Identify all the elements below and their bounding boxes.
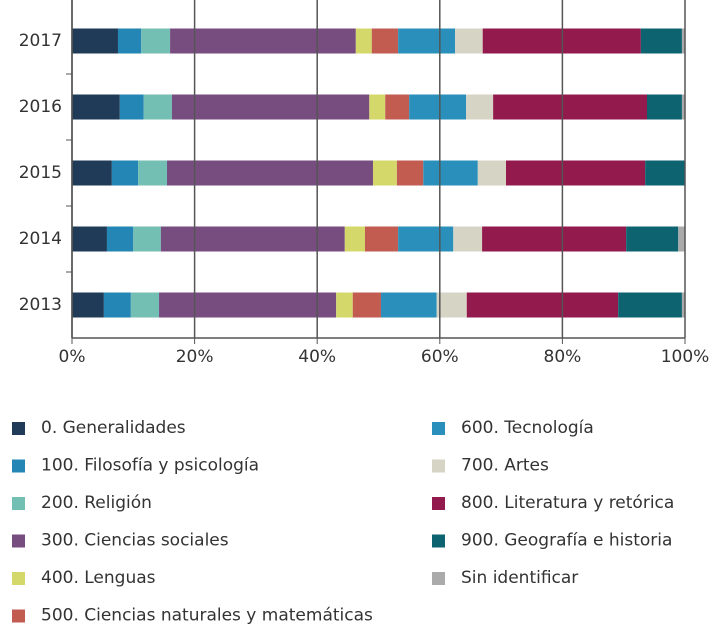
bar-segment [482, 226, 627, 252]
legend-label: Sin identificar [461, 568, 578, 588]
bar-segment [409, 94, 467, 120]
bar-segment [171, 94, 370, 120]
legend-swatch [432, 497, 445, 510]
y-tick-label: 2017 [19, 31, 62, 51]
legend-swatch [12, 422, 25, 435]
bar-segment [117, 28, 142, 54]
bar-segment [133, 226, 161, 252]
legend-swatch [12, 534, 25, 548]
bar-segment [159, 292, 337, 318]
bar-segment [477, 160, 507, 186]
y-tick-label: 2014 [19, 229, 62, 249]
legend-swatch [432, 534, 445, 548]
legend-label: 400. Lenguas [41, 568, 156, 588]
bar-segment [160, 226, 345, 252]
bar-segment [72, 28, 118, 54]
bar-segment [138, 160, 168, 186]
legend-swatch [12, 497, 25, 510]
bar-segment [398, 28, 456, 54]
legend-label: 700. Artes [461, 456, 549, 476]
bar-segment [681, 292, 685, 318]
legend-label: 100. Filosofía y psicología [41, 456, 259, 476]
legend-swatch [12, 459, 25, 473]
legend-swatch [12, 572, 25, 585]
bar-segment [396, 160, 424, 186]
x-tick-label: 0% [59, 347, 86, 367]
bar-segment [678, 226, 685, 252]
bar-segment [170, 28, 356, 54]
bar-segment [436, 292, 467, 318]
x-tick-label: 40% [298, 347, 336, 367]
bar-segment [103, 292, 131, 318]
bar-segment [106, 226, 134, 252]
bar-segment [618, 292, 682, 318]
legend-swatch [12, 609, 25, 623]
y-tick-label: 2015 [19, 163, 62, 183]
bar-segment [453, 226, 483, 252]
bar-segment [372, 160, 397, 186]
x-tick-label: 60% [421, 347, 459, 367]
bar-segment [355, 28, 372, 54]
x-tick-label: 100% [661, 347, 710, 367]
bar-segment [72, 94, 120, 120]
bar-segment [72, 226, 107, 252]
legend-swatch [432, 422, 445, 435]
bar-segment [352, 292, 381, 318]
x-tick-label: 20% [176, 347, 214, 367]
bar-segment [72, 292, 104, 318]
legend-label: 200. Religión [41, 493, 152, 513]
bar-segment [130, 292, 160, 318]
y-tick-label: 2016 [19, 97, 62, 117]
legend-label: 0. Generalidades [41, 418, 186, 438]
bar-segment [141, 28, 171, 54]
legend-swatch [432, 459, 445, 473]
bar-segment [506, 160, 646, 186]
bar-segment [111, 160, 139, 186]
bar-segment [466, 292, 619, 318]
bar-segment [681, 94, 685, 120]
legend-label: 300. Ciencias sociales [41, 531, 229, 551]
bar-segment [369, 94, 386, 120]
bar-segment [371, 28, 399, 54]
legend-label: 900. Geografía e historia [461, 531, 672, 551]
legend-label: 500. Ciencias naturales y matemáticas [41, 606, 373, 626]
bar-segment [143, 94, 172, 120]
bar-segment [681, 28, 685, 54]
bar-segment [385, 94, 410, 120]
bar-segment [455, 28, 483, 54]
bar-segment [380, 292, 437, 318]
bar-segment [365, 226, 399, 252]
bar-segment [336, 292, 353, 318]
bar-segment [640, 28, 682, 54]
bar-segment [466, 94, 494, 120]
bar-segment [645, 160, 685, 186]
legend-label: 800. Literatura y retórica [461, 493, 674, 513]
x-tick-label: 80% [544, 347, 582, 367]
bar-segment [344, 226, 366, 252]
bar-segment [72, 160, 112, 186]
bar-segment [423, 160, 478, 186]
legend-label: 600. Tecnología [461, 418, 594, 438]
y-tick-label: 2013 [19, 295, 62, 315]
bar-segment [646, 94, 682, 120]
legend-swatch [432, 572, 445, 585]
bar-segment [493, 94, 647, 120]
bar-segment [167, 160, 373, 186]
bar-segment [398, 226, 454, 252]
bar-segment [626, 226, 679, 252]
bar-segment [119, 94, 144, 120]
